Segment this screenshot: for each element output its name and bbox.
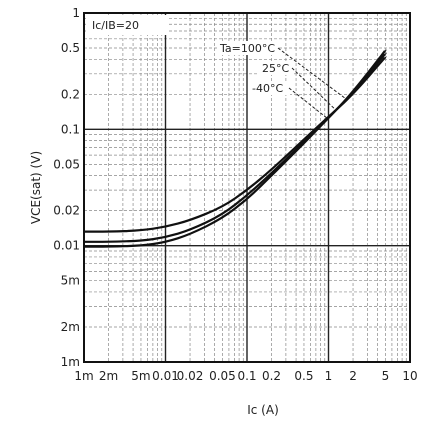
plot-frame bbox=[83, 12, 411, 363]
series-label-background bbox=[259, 61, 293, 75]
x-axis-label: Ic (A) bbox=[247, 403, 279, 417]
y-tick-label: 0.2 bbox=[61, 87, 80, 101]
series-label-background bbox=[217, 41, 279, 55]
x-tick-label: 5m bbox=[131, 369, 150, 383]
y-tick-label: 5m bbox=[61, 274, 80, 288]
y-tick-label: 0.5 bbox=[61, 41, 80, 55]
y-tick-label: 0.02 bbox=[53, 204, 80, 218]
x-tick-label: 0.2 bbox=[262, 369, 281, 383]
condition-label: Ic/IB=20 bbox=[92, 19, 139, 32]
y-tick-label: 0.01 bbox=[53, 239, 80, 253]
y-tick-label: 1 bbox=[72, 6, 80, 20]
condition-label-background bbox=[86, 15, 168, 35]
x-tick-label: 0.02 bbox=[177, 369, 204, 383]
series-label-background bbox=[249, 81, 290, 95]
series-label: Ta=100°C bbox=[219, 42, 275, 55]
series-line-2 bbox=[84, 49, 387, 248]
x-tick-label: 0.05 bbox=[209, 369, 236, 383]
series-leader-line bbox=[291, 67, 337, 111]
series-layer bbox=[83, 49, 387, 248]
x-tick-label: 0.1 bbox=[237, 369, 256, 383]
x-tick-label: 10 bbox=[402, 369, 417, 383]
annotations: Ic/IB=20 Ta=100°C 25°C -40°C bbox=[86, 15, 346, 120]
series-leader-line bbox=[288, 87, 329, 120]
y-axis-label: VCE(sat) (V) bbox=[29, 151, 43, 224]
x-tick-label: 1m bbox=[74, 369, 93, 383]
x-tick-label: 2m bbox=[99, 369, 118, 383]
y-tick-label: 1m bbox=[61, 355, 80, 369]
x-tick-label: 0.01 bbox=[152, 369, 179, 383]
y-tick-labels: 1 0.5 0.2 0.1 0.05 0.02 0.01 5m 2m 1m bbox=[53, 6, 80, 369]
y-tick-label: 0.05 bbox=[53, 157, 80, 171]
x-tick-label: 2 bbox=[349, 369, 357, 383]
x-tick-label: 5 bbox=[382, 369, 390, 383]
series-label: 25°C bbox=[262, 62, 289, 75]
series-leader-line bbox=[277, 47, 346, 99]
y-tick-label: 2m bbox=[61, 320, 80, 334]
x-tick-label: 1 bbox=[325, 369, 333, 383]
series-label: -40°C bbox=[252, 82, 283, 95]
x-tick-labels: 1m 2m 5m 0.010.02 0.05 0.1 0.2 0.5 1 2 5 10 bbox=[74, 369, 417, 383]
y-tick-label: 0.1 bbox=[61, 122, 80, 136]
x-tick-label: 0.5 bbox=[294, 369, 313, 383]
